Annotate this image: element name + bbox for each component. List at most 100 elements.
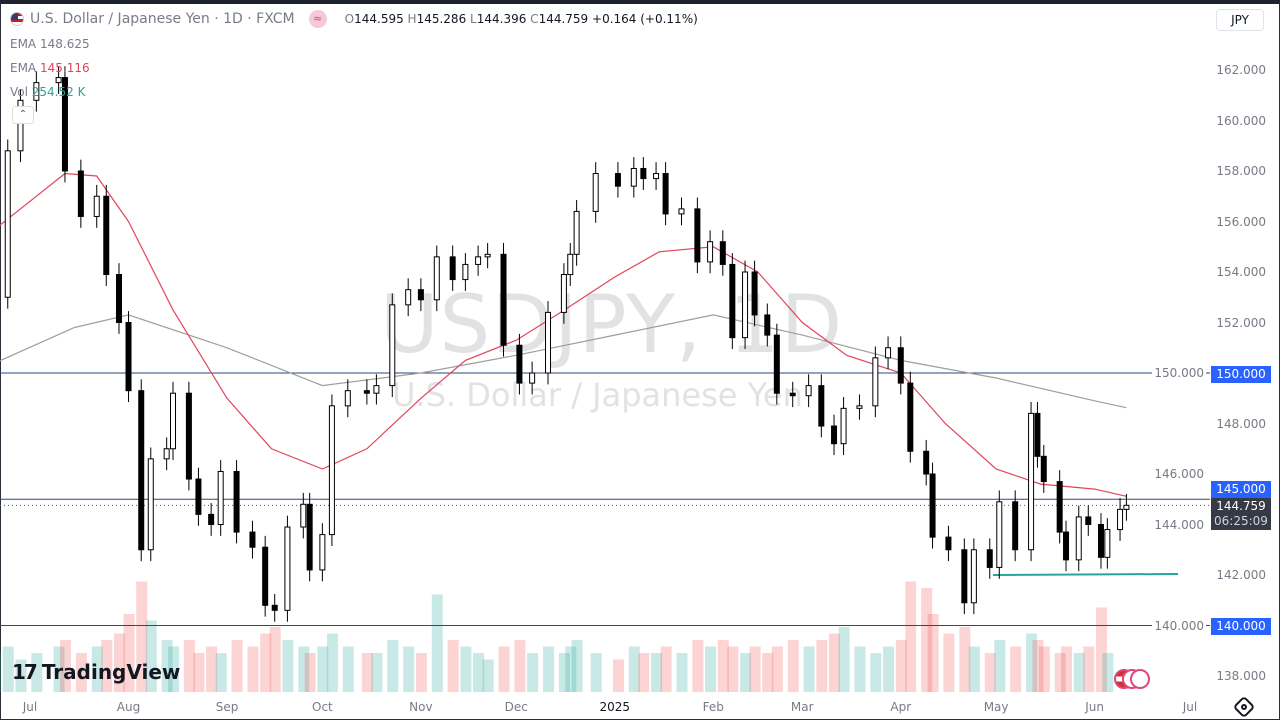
volume-bar bbox=[968, 646, 980, 692]
volume-bar bbox=[638, 653, 650, 692]
economic-events-icon[interactable] bbox=[1114, 669, 1150, 689]
candle-body bbox=[1117, 508, 1124, 531]
volume-bar bbox=[565, 646, 577, 692]
candle-body bbox=[405, 289, 412, 306]
volume-bar bbox=[460, 646, 472, 692]
approx-icon[interactable]: ≈ bbox=[308, 10, 327, 28]
volume-bar bbox=[447, 640, 459, 692]
candle-body bbox=[1028, 412, 1035, 551]
ema-slow-line bbox=[0, 314, 1127, 409]
volume-bar bbox=[571, 640, 583, 692]
ema-fast-value: 145.116 bbox=[39, 61, 90, 75]
candle-body bbox=[1104, 529, 1111, 558]
ema-fast-line bbox=[0, 172, 1127, 497]
volume-bar bbox=[1083, 646, 1095, 692]
candle-body bbox=[77, 170, 84, 217]
symbol-title[interactable]: U.S. Dollar / Japanese Yen · 1D · FXCM bbox=[30, 11, 295, 27]
candle-body bbox=[389, 304, 396, 387]
candle-body bbox=[678, 208, 685, 215]
ohlc-values: O144.595 H145.286 L144.396 C144.759 +0.1… bbox=[345, 12, 698, 26]
volume-bar bbox=[91, 646, 103, 692]
volume-bar bbox=[838, 627, 850, 692]
candle-body bbox=[1123, 504, 1130, 510]
volume-legend[interactable]: Vol 254.52 K bbox=[10, 85, 85, 99]
candle-body bbox=[433, 256, 440, 301]
candle-body bbox=[560, 274, 567, 313]
candle-body bbox=[163, 448, 170, 460]
volume-bar bbox=[514, 640, 526, 692]
ema-fast-legend[interactable]: EMA 145.116 bbox=[10, 61, 90, 75]
currency-button[interactable]: JPY bbox=[1216, 9, 1264, 31]
volume-bar bbox=[342, 646, 354, 692]
price-tag-145: 145.000 bbox=[1211, 481, 1271, 498]
volume-bar bbox=[959, 627, 971, 692]
candle-body bbox=[929, 473, 936, 538]
candle-body bbox=[707, 241, 714, 263]
candle-body bbox=[170, 392, 177, 450]
candle-body bbox=[93, 195, 100, 217]
candle-body bbox=[208, 513, 215, 526]
candle-body bbox=[1040, 455, 1047, 483]
volume-bar bbox=[676, 653, 688, 692]
volume-bar bbox=[1095, 607, 1107, 692]
candle-body bbox=[789, 392, 796, 397]
tradingview-logo[interactable]: 𝟭𝟳 TradingView bbox=[12, 660, 180, 684]
candle-body bbox=[961, 549, 968, 604]
candle-body bbox=[125, 322, 132, 392]
candle-body bbox=[1012, 501, 1019, 551]
candle-body bbox=[363, 390, 370, 394]
volume-bar bbox=[705, 646, 717, 692]
volume-bar bbox=[717, 640, 729, 692]
time-tick-label: Jun bbox=[1085, 700, 1104, 714]
candle-body bbox=[764, 314, 771, 336]
price-tick-label: 154.000 bbox=[1216, 265, 1266, 279]
volume-bar bbox=[1102, 653, 1114, 692]
price-tick-label: 148.000 bbox=[1216, 416, 1266, 431]
ema-slow-value: 148.625 bbox=[39, 37, 90, 51]
candle-body bbox=[773, 334, 780, 394]
volume-bar bbox=[803, 646, 815, 692]
support-line bbox=[992, 573, 1178, 576]
volume-bar bbox=[651, 653, 663, 692]
volume-bar bbox=[905, 581, 917, 692]
candle-body bbox=[662, 173, 669, 215]
price-tag-140: 140.000 bbox=[1211, 618, 1271, 635]
last-price-tag: 144.759 06:25:09 bbox=[1211, 498, 1271, 530]
volume-bar bbox=[183, 640, 195, 692]
candle-body bbox=[484, 253, 491, 258]
candle-body bbox=[831, 425, 838, 445]
volume-bar bbox=[829, 633, 841, 692]
volume-bar bbox=[740, 653, 752, 692]
volume-bar bbox=[298, 646, 310, 692]
candle-body bbox=[300, 503, 307, 528]
volume-bar bbox=[136, 581, 148, 692]
candle-body bbox=[1075, 516, 1082, 561]
candle-body bbox=[262, 546, 269, 606]
close-label: C bbox=[530, 12, 539, 26]
open-label: O bbox=[344, 12, 355, 26]
candle-body bbox=[805, 385, 812, 397]
volume-bar bbox=[304, 653, 316, 692]
symbol-legend: U.S. Dollar / Japanese Yen · 1D · FXCM ≈… bbox=[10, 10, 698, 28]
volume-bar bbox=[883, 646, 895, 692]
candle-body bbox=[640, 167, 647, 180]
volume-bar bbox=[1026, 633, 1038, 692]
candle-body bbox=[115, 274, 122, 323]
candle-body bbox=[856, 405, 863, 409]
ema-slow-legend[interactable]: EMA 148.625 bbox=[10, 37, 90, 51]
time-tick-label: Feb bbox=[702, 700, 724, 714]
time-tick-label: Nov bbox=[409, 700, 433, 714]
candle-body bbox=[138, 390, 145, 551]
candle-body bbox=[373, 385, 380, 394]
candle-body bbox=[344, 390, 351, 407]
us-flag-icon bbox=[10, 12, 24, 26]
time-tick-label: Apr bbox=[890, 700, 912, 714]
volume-bar bbox=[123, 614, 135, 692]
candle-body bbox=[529, 372, 536, 384]
price-tick-label: 150.000 bbox=[1152, 366, 1206, 380]
change-value: +0.164 (+0.11%) bbox=[592, 12, 698, 26]
watermark-name: U.S. Dollar / Japanese Yen bbox=[392, 376, 803, 414]
collapse-legend-button[interactable]: ⌃ bbox=[12, 106, 34, 124]
volume-value: 254.52 K bbox=[31, 85, 86, 99]
